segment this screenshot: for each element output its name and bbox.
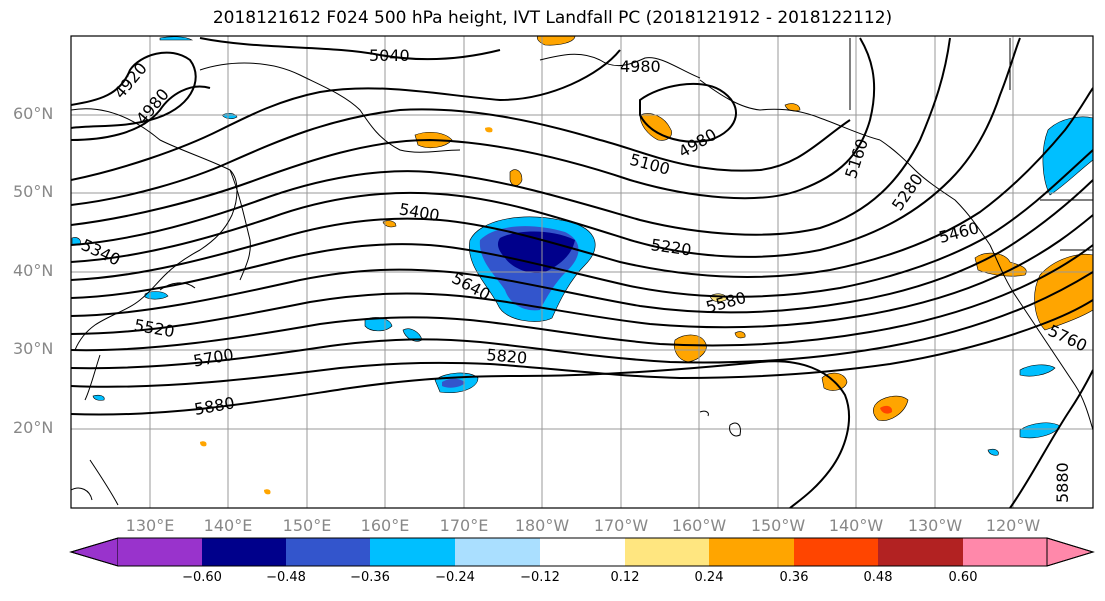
colorbar-tick-label: 0.48 — [863, 570, 893, 585]
lon-label-130e: 130°E — [125, 516, 175, 535]
lat-label-50n: 50°N — [13, 182, 54, 201]
lat-label-30n: 30°N — [13, 339, 54, 358]
lon-label-170e: 170°E — [439, 516, 489, 535]
lon-label-160e: 160°E — [360, 516, 410, 535]
lon-label-150w: 150°W — [750, 516, 806, 535]
colorbar-tick-label: −0.24 — [435, 570, 475, 585]
colorbar-tick-label: 0.36 — [779, 570, 809, 585]
colorbar-tick-label: 0.24 — [694, 570, 724, 585]
lon-label-160w: 160°W — [671, 516, 727, 535]
lon-label-140e: 140°E — [203, 516, 253, 535]
contour-label: 5880 — [1053, 462, 1072, 503]
colorbar-tick-label: −0.12 — [520, 570, 560, 585]
colorbar-extend-high — [1046, 537, 1095, 567]
colorbar-tick-label: −0.48 — [266, 570, 306, 585]
lon-label-140w: 140°W — [828, 516, 884, 535]
lon-label-120w: 120°W — [985, 516, 1041, 535]
colorbar-tick-label: −0.60 — [182, 570, 222, 585]
colorbar-tick-label: 0.12 — [610, 570, 640, 585]
colorbar-extend-low — [69, 537, 119, 567]
graticule — [71, 36, 1093, 508]
lon-label-170w: 170°W — [593, 516, 649, 535]
map-title: 2018121612 F024 500 hPa height, IVT Land… — [212, 8, 893, 28]
lon-label-150e: 150°E — [282, 516, 332, 535]
lat-label-40n: 40°N — [13, 261, 54, 280]
lat-label-20n: 20°N — [13, 418, 54, 437]
colorbar-tick-label: −0.36 — [350, 570, 390, 585]
lat-label-60n: 60°N — [13, 104, 54, 123]
lon-label-180w: 180°W — [514, 516, 570, 535]
height-contours — [71, 37, 1093, 508]
map-frame — [70, 35, 1094, 509]
contour-label: 5040 — [369, 46, 410, 65]
lon-label-130w: 130°W — [907, 516, 963, 535]
colorbar-tick-label: 0.60 — [948, 570, 978, 585]
coastlines — [71, 38, 1093, 506]
contour-label: 4980 — [620, 57, 661, 76]
colorbar-outline — [69, 537, 1095, 567]
contour-label: 5820 — [486, 345, 528, 367]
colorbar — [69, 537, 1095, 567]
